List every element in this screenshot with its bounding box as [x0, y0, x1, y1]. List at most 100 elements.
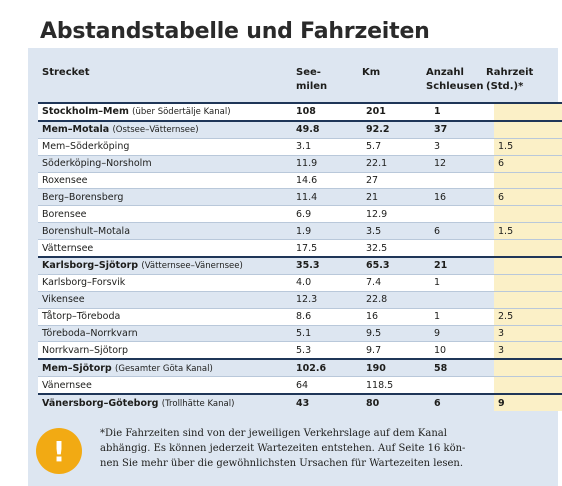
table-row: Vätternsee 17.5 32.5	[38, 239, 562, 258]
table-panel: Strecket See- milen Km Anzahl Schleusen …	[28, 48, 562, 486]
table-row: Mem–Söderköping 3.1 5.7 3 1.5	[38, 137, 562, 156]
route-name: Mem–Motala	[42, 124, 110, 136]
footnote-line-3: nen Sie mehr über die gewöhnlichsten Urs…	[100, 458, 464, 469]
route-cell: Borenshult–Motala	[38, 222, 292, 240]
route-name: Söderköping–Norsholm	[42, 158, 152, 170]
km-cell: 7.4	[362, 273, 430, 292]
route-note: (Trollhätte Kanal)	[161, 398, 235, 409]
travel-time-cell	[494, 255, 562, 275]
locks-cell: 6	[430, 222, 494, 240]
route-cell: Norrkvarn–Sjötorp	[38, 341, 292, 360]
locks-cell: 1	[430, 102, 494, 121]
route-note: (Vätternsee–Vänernsee)	[141, 261, 243, 272]
route-name: Vänersborg–Göteborg	[42, 397, 159, 409]
route-name: Borenshult–Motala	[42, 225, 131, 237]
sea-miles-cell: 14.6	[292, 171, 362, 189]
locks-cell: 3	[430, 137, 494, 156]
header-sea-miles-line1: See-	[296, 67, 321, 78]
route-cell: Karlsborg–Forsvik	[38, 273, 292, 292]
sea-miles-cell: 12.3	[292, 290, 362, 309]
route-name: Stockholm–Mem	[42, 106, 129, 118]
sea-miles-cell: 43	[292, 393, 362, 412]
travel-time-cell	[494, 102, 562, 121]
sea-miles-cell: 49.8	[292, 119, 362, 139]
travel-time-cell	[494, 119, 562, 139]
travel-time-cell: 9	[494, 393, 562, 412]
header-route: Strecket	[42, 67, 90, 78]
travel-time-cell: 6	[494, 188, 562, 206]
header-sea-miles-line2: milen	[296, 81, 328, 92]
route-cell: Mem–Sjötorp (Gesamter Göta Kanal)	[38, 358, 292, 377]
travel-time-cell: 3	[494, 324, 562, 342]
km-cell: 118.5	[362, 376, 430, 395]
exclamation-icon: !	[36, 428, 82, 474]
table-row: Karlsborg–Sjötorp (Vätternsee–Vänernsee)…	[38, 255, 562, 275]
travel-time-cell	[494, 171, 562, 189]
locks-cell: 6	[430, 393, 494, 412]
km-cell: 92.2	[362, 119, 430, 139]
travel-time-cell: 2.5	[494, 307, 562, 326]
locks-cell	[430, 171, 494, 189]
route-cell: Stockholm–Mem (über Södertälje Kanal)	[38, 102, 292, 121]
locks-cell: 9	[430, 324, 494, 342]
sea-miles-cell: 108	[292, 102, 362, 121]
route-cell: Mem–Motala (Ostsee–Vätternsee)	[38, 119, 292, 139]
km-cell: 3.5	[362, 222, 430, 240]
locks-cell: 16	[430, 188, 494, 206]
route-cell: Tåtorp–Töreboda	[38, 307, 292, 326]
route-note: (Gesamter Göta Kanal)	[115, 363, 213, 374]
locks-cell: 10	[430, 341, 494, 360]
table-row: Vänernsee 64 118.5	[38, 376, 562, 395]
travel-time-cell	[494, 239, 562, 258]
km-cell: 32.5	[362, 239, 430, 258]
km-cell: 201	[362, 102, 430, 121]
route-name: Mem–Söderköping	[42, 141, 130, 153]
route-name: Töreboda–Norrkvarn	[42, 328, 138, 340]
route-name: Tåtorp–Töreboda	[42, 311, 121, 323]
sea-miles-cell: 5.3	[292, 341, 362, 360]
route-cell: Berg–Borensberg	[38, 188, 292, 206]
travel-time-cell	[494, 205, 562, 223]
table-row: Söderköping–Norsholm 11.9 22.1 12 6	[38, 154, 562, 173]
route-name: Vänernsee	[42, 379, 92, 391]
route-cell: Söderköping–Norsholm	[38, 154, 292, 173]
sea-miles-cell: 8.6	[292, 307, 362, 326]
footnote-text: *Die Fahrzeiten sind von der jeweiligen …	[100, 426, 552, 471]
table-row: Karlsborg–Forsvik 4.0 7.4 1	[38, 273, 562, 292]
km-cell: 5.7	[362, 137, 430, 156]
distance-table: Stockholm–Mem (über Södertälje Kanal) 108…	[38, 102, 562, 412]
table-row: Töreboda–Norrkvarn 5.1 9.5 9 3	[38, 324, 562, 342]
locks-cell: 21	[430, 255, 494, 275]
route-name: Vikensee	[42, 294, 85, 306]
km-cell: 22.1	[362, 154, 430, 173]
travel-time-cell: 6	[494, 154, 562, 173]
table-header: Strecket See- milen Km Anzahl Schleusen …	[28, 48, 558, 102]
locks-cell	[430, 205, 494, 223]
sea-miles-cell: 1.9	[292, 222, 362, 240]
km-cell: 65.3	[362, 255, 430, 275]
locks-cell: 12	[430, 154, 494, 173]
km-cell: 27	[362, 171, 430, 189]
sea-miles-cell: 11.4	[292, 188, 362, 206]
locks-cell: 37	[430, 119, 494, 139]
route-name: Karlsborg–Forsvik	[42, 277, 126, 289]
km-cell: 9.5	[362, 324, 430, 342]
table-row: Stockholm–Mem (über Södertälje Kanal) 108…	[38, 102, 562, 121]
locks-cell	[430, 239, 494, 258]
route-name: Roxensee	[42, 175, 88, 186]
sea-miles-cell: 35.3	[292, 255, 362, 275]
table-row: Borensee 6.9 12.9	[38, 205, 562, 223]
route-cell: Vänernsee	[38, 376, 292, 395]
travel-time-cell: 3	[494, 341, 562, 360]
locks-cell: 58	[430, 358, 494, 377]
travel-time-cell	[494, 290, 562, 309]
table-row: Tåtorp–Töreboda 8.6 16 1 2.5	[38, 307, 562, 326]
footnote-line-2: abhängig. Es können jederzeit Wartezeite…	[100, 443, 466, 454]
travel-time-cell	[494, 358, 562, 377]
route-cell: Vätternsee	[38, 239, 292, 258]
header-time: Rahrzeit (Std.)*	[486, 66, 533, 94]
sea-miles-cell: 11.9	[292, 154, 362, 173]
distance-table-body: Stockholm–Mem (über Södertälje Kanal) 108…	[38, 102, 562, 412]
table-row: Borenshult–Motala 1.9 3.5 6 1.5	[38, 222, 562, 240]
header-sea-miles: See- milen	[296, 66, 327, 94]
